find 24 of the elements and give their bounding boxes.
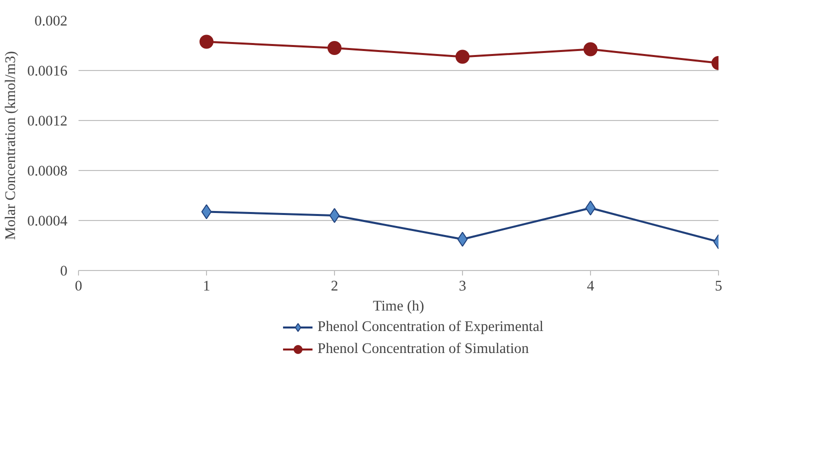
x-tick-label: 2 xyxy=(330,278,338,294)
x-tick-label: 1 xyxy=(202,278,210,294)
point xyxy=(201,204,212,220)
y-tick-label: 0 xyxy=(60,264,68,280)
point xyxy=(456,50,470,64)
y-tick-label: 0.0016 xyxy=(27,64,68,80)
x-tick-label: 4 xyxy=(586,278,595,294)
x-tick-label: 5 xyxy=(714,278,722,294)
point xyxy=(584,42,598,56)
y-axis-title: Molar Concentration (kmol/m3) xyxy=(3,50,20,240)
point xyxy=(585,200,596,216)
legend-label: Phenol Concentration of Experimental xyxy=(318,318,544,336)
y-tick-label: 0.0012 xyxy=(27,114,68,130)
y-tick-label: 0.0008 xyxy=(27,164,68,180)
point xyxy=(457,232,468,247)
x-tick-label: 0 xyxy=(74,278,82,294)
x-axis-title: Time (h) xyxy=(372,298,424,314)
point xyxy=(328,41,342,55)
legend-label: Phenol Concentration of Simulation xyxy=(318,340,529,358)
point xyxy=(329,208,340,223)
point xyxy=(200,34,214,49)
y-tick-label: 0.002 xyxy=(34,14,68,30)
x-tick-label: 3 xyxy=(458,278,466,294)
y-tick-label: 0.0004 xyxy=(27,214,68,230)
